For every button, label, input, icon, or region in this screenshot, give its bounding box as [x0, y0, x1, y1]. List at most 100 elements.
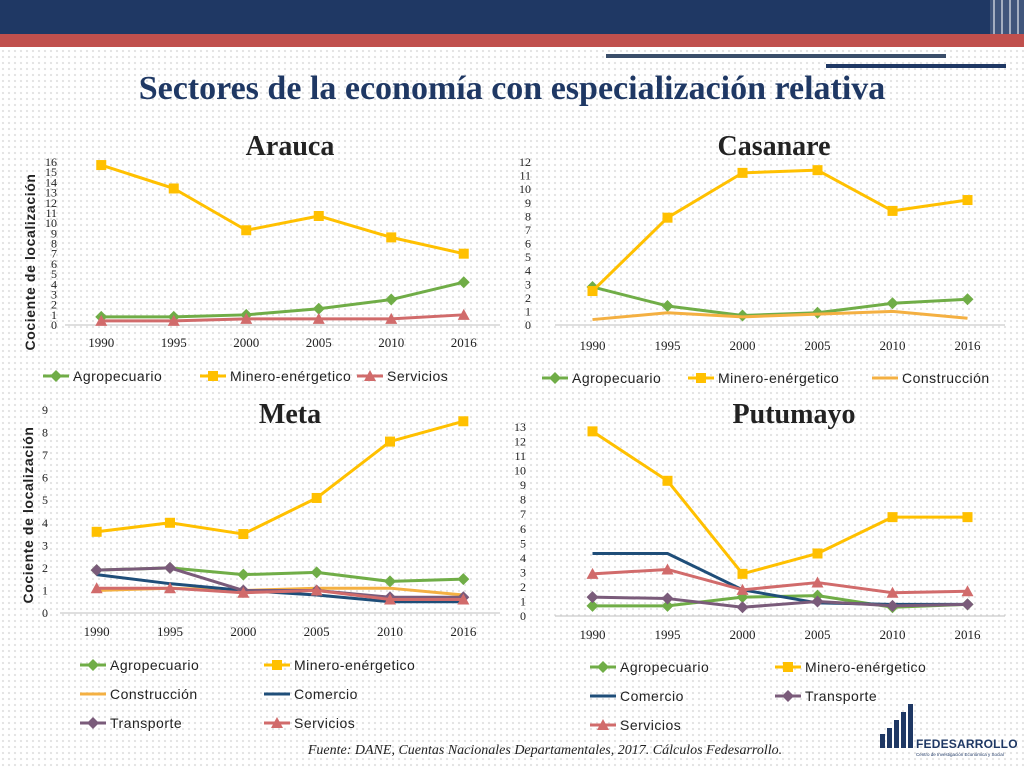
series-agropecuario-point: [384, 575, 396, 588]
y-axis-label: Cociente de localización: [22, 174, 38, 351]
series-agropecuario-point: [237, 568, 250, 581]
series-minero-energetico-point: [238, 529, 249, 540]
chart-title-arauca: Arauca: [245, 131, 335, 162]
series-minero-energetico-point: [812, 548, 823, 559]
x-tick-label: 2000: [730, 338, 756, 353]
series-transporte-point: [811, 595, 824, 608]
series-minero-energetico-point: [662, 212, 673, 223]
series-servicios-line: [592, 567, 968, 595]
x-tick-label: 2010: [377, 624, 403, 639]
y-axis-label: Cociente de localización: [20, 427, 36, 604]
x-tick-label: 2000: [730, 627, 756, 642]
series-servicios-point: [736, 583, 749, 595]
y-tick-label: 5: [51, 267, 57, 281]
y-tick-label: 15: [45, 165, 57, 179]
series-servicios-point: [164, 582, 176, 594]
series-minero-energetico-point: [385, 436, 395, 447]
series-minero-energetico-point: [587, 426, 598, 437]
series-minero-energetico-point: [165, 517, 175, 528]
series-servicios-point: [167, 314, 180, 326]
x-tick-label: 1995: [655, 338, 681, 353]
y-tick-label: 4: [42, 516, 48, 530]
chart-title-meta: Meta: [258, 399, 322, 430]
series-minero-energetico-line: [591, 168, 968, 293]
legend-marker-transporte: [782, 690, 794, 702]
series-agropecuario-line: [101, 280, 465, 319]
series-servicios-point: [886, 586, 899, 598]
legend-label-minero-energetico: Minero-enérgetico: [294, 657, 415, 673]
series-agropecuario-point: [385, 293, 398, 306]
fedesarrollo-logo: FEDESARROLLO Centro de Investigación Eco…: [878, 700, 1018, 764]
legend-marker-minero-energetico: [272, 660, 282, 670]
y-tick-label: 9: [520, 478, 526, 492]
logo-name: FEDESARROLLO: [916, 737, 1018, 751]
series-minero-energetico-point: [168, 183, 179, 194]
y-tick-label: 8: [525, 209, 531, 223]
y-tick-label: 8: [51, 237, 57, 251]
series-servicios-point: [384, 593, 396, 605]
x-tick-label: 2005: [805, 627, 831, 642]
x-tick-label: 2000: [230, 624, 256, 639]
y-tick-label: 7: [51, 247, 57, 261]
x-tick-label: 1990: [580, 627, 606, 642]
series-minero-energetico-point: [962, 195, 973, 206]
series-servicios-point: [312, 312, 325, 324]
x-tick-label: 2016: [450, 624, 477, 639]
y-tick-label: 14: [45, 175, 57, 189]
legend-label-servicios: Servicios: [387, 368, 448, 384]
y-tick-label: 2: [520, 580, 526, 594]
y-tick-label: 11: [514, 449, 526, 463]
y-tick-label: 3: [525, 277, 531, 291]
logo-bars-icon: [880, 704, 913, 748]
y-tick-label: 6: [51, 257, 57, 271]
series-servicios-line: [96, 586, 464, 601]
series-agropecuario-point: [310, 566, 323, 579]
y-tick-label: 11: [519, 169, 531, 183]
y-tick-label: 12: [45, 196, 57, 210]
series-minero-energetico-point: [91, 526, 102, 537]
y-tick-label: 5: [520, 536, 526, 550]
y-tick-label: 12: [519, 155, 531, 169]
legend-marker-agropecuario: [597, 661, 609, 673]
series-agropecuario-point: [661, 599, 674, 612]
y-tick-label: 0: [51, 318, 57, 332]
series-minero-energetico-point: [458, 248, 469, 259]
y-tick-label: 8: [42, 426, 48, 440]
series-servicios-point: [90, 582, 103, 594]
y-tick-label: 1: [42, 583, 48, 597]
legend-label-minero-energetico: Minero-enérgetico: [230, 368, 351, 384]
y-tick-label: 3: [51, 287, 57, 301]
y-tick-label: 2: [42, 561, 48, 575]
legend-marker-minero-energetico: [696, 373, 706, 383]
y-tick-label: 9: [42, 403, 48, 417]
legend-label-transporte: Transporte: [805, 688, 877, 704]
y-tick-label: 1: [525, 304, 531, 318]
y-tick-label: 8: [520, 493, 526, 507]
series-transporte-point: [164, 561, 176, 574]
series-servicios-point: [586, 567, 599, 579]
y-tick-label: 5: [525, 250, 531, 264]
series-minero-energetico-line: [591, 430, 968, 576]
series-servicios-point: [961, 585, 974, 597]
legend-label-comercio: Comercio: [294, 686, 358, 702]
series-servicios-point: [457, 308, 470, 320]
series-servicios-point: [385, 312, 398, 324]
y-tick-label: 16: [45, 155, 57, 169]
x-tick-label: 1995: [655, 627, 681, 642]
y-tick-label: 7: [525, 223, 531, 237]
y-tick-label: 10: [519, 182, 531, 196]
y-tick-label: 6: [42, 471, 48, 485]
x-tick-label: 2005: [304, 624, 330, 639]
y-tick-label: 0: [520, 609, 526, 623]
legend-label-servicios: Servicios: [294, 715, 355, 731]
y-tick-label: 0: [42, 606, 48, 620]
y-tick-label: 7: [520, 507, 526, 521]
legend-marker-minero-energetico: [783, 662, 793, 672]
series-minero-energetico-line: [100, 163, 465, 256]
legend-label-minero-energetico: Minero-enérgetico: [718, 370, 839, 386]
series-minero-energetico-line: [96, 419, 464, 536]
chart-title-putumayo: Putumayo: [732, 399, 856, 430]
